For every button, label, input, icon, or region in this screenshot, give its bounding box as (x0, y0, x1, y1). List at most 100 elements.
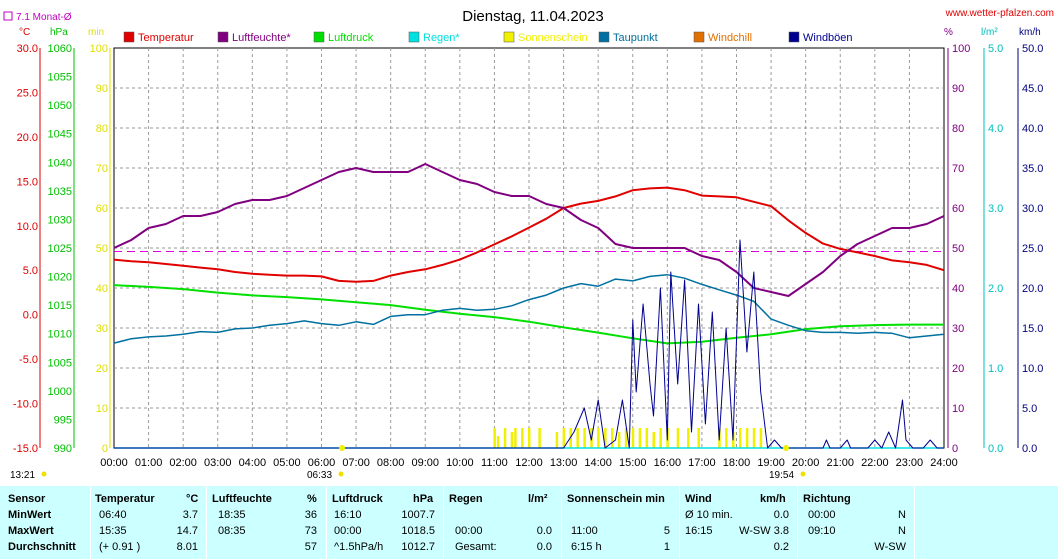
pct-tick-label: 20 (952, 363, 964, 375)
x-tick-label: 00:00 (100, 457, 128, 469)
hum-time: 18:35 (218, 509, 246, 521)
min-tick-label: 80 (96, 123, 108, 135)
rain-time: Gesamt: (455, 541, 497, 553)
weather-chart: Dienstag, 11.04.2023 www.wetter-pfalzen.… (3, 8, 1054, 481)
x-tick-label: 07:00 (342, 457, 370, 469)
sunrise-icon (339, 445, 345, 451)
press-value: 1007.7 (401, 509, 435, 521)
rain-value: 0.0 (536, 541, 552, 553)
legend-swatch (408, 31, 420, 43)
sun-value: 5 (663, 525, 670, 537)
sunshine-bar (496, 436, 500, 448)
lm2-tick-label: 2.0 (988, 283, 1003, 295)
sunshine-bar (659, 428, 662, 448)
hum-value: 57 (304, 541, 317, 553)
sunshine-bar (555, 432, 559, 448)
legend-label: Sonnenschein (518, 32, 588, 44)
hpa-tick-label: 990 (54, 443, 72, 455)
temp-tick-label: 0.0 (23, 310, 38, 322)
sunset-bottom-icon (800, 471, 806, 477)
dir-time: 00:00 (808, 509, 836, 521)
x-tick-label: 18:00 (723, 457, 751, 469)
sunshine-bar (514, 428, 517, 448)
row-label: MaxWert (8, 525, 54, 537)
min-tick-label: 40 (96, 283, 108, 295)
series-line (113, 163, 945, 297)
sunshine-bar (617, 432, 621, 448)
header-sensor: Sensor (8, 493, 46, 505)
x-tick-label: 19:00 (757, 457, 785, 469)
press-time: 00:00 (334, 525, 362, 537)
temp-tick-label: 15.0 (17, 176, 38, 188)
kmh-tick-label: 10.0 (1022, 363, 1043, 375)
legend-swatch (693, 31, 705, 43)
min-tick-label: 70 (96, 163, 108, 175)
x-tick-label: 12:00 (515, 457, 543, 469)
legend-label: Temperatur (138, 32, 194, 44)
legend-label: Regen* (423, 32, 460, 44)
kmh-tick-label: 25.0 (1022, 243, 1043, 255)
sunshine-bar (738, 428, 742, 448)
temp-time: (+ 0.91 ) (99, 541, 141, 553)
sunshine-bar (538, 428, 541, 448)
min-tick-label: 10 (96, 403, 108, 415)
header-sun: Sonnenschein min (567, 493, 665, 505)
sunshine-bar (645, 428, 649, 448)
unit-kmh: km/h (1019, 27, 1041, 38)
wind-time: Ø 10 min. (685, 509, 733, 521)
kmh-tick-label: 20.0 (1022, 283, 1043, 295)
legend: Temperatur Luftfeuchte* Luftdruck Regen* Son… (123, 31, 853, 44)
legend-swatch (503, 31, 515, 43)
dir-time: 09:10 (808, 525, 836, 537)
pct-tick-label: 0 (952, 443, 958, 455)
x-tick-label: 13:00 (550, 457, 578, 469)
x-tick-label: 06:00 (308, 457, 336, 469)
x-tick-label: 23:00 (896, 457, 924, 469)
header-dir: Richtung (803, 493, 851, 505)
min-tick-label: 0 (102, 443, 108, 455)
pct-tick-label: 70 (952, 163, 964, 175)
series-layer (113, 163, 945, 449)
series-line (113, 186, 945, 283)
rain-time: 00:00 (455, 525, 483, 537)
sunshine-bar (624, 428, 628, 448)
x-tick-label: 02:00 (169, 457, 197, 469)
legend-swatch (313, 31, 325, 43)
x-tick-label: 17:00 (688, 457, 716, 469)
hpa-tick-label: 1050 (48, 100, 72, 112)
x-tick-label: 20:00 (792, 457, 820, 469)
left-sun-icon (41, 471, 47, 477)
sunrise-bottom-icon (338, 471, 344, 477)
stats-table: Sensor Temperatur °C Luftfeuchte % Luftd… (0, 486, 1058, 559)
temp-tick-label: -15.0 (13, 443, 38, 455)
sun-time: 11:00 (571, 525, 598, 537)
hpa-tick-label: 1025 (48, 243, 72, 255)
hum-value: 36 (304, 509, 317, 521)
hpa-tick-label: 1040 (48, 157, 72, 169)
x-tick-label: 22:00 (861, 457, 889, 469)
dir-value: N (898, 509, 906, 521)
hpa-tick-label: 1045 (48, 129, 72, 141)
legend-label: Taupunkt (613, 32, 658, 44)
unit-lm2: l/m² (981, 27, 998, 38)
x-tick-label: 01:00 (135, 457, 163, 469)
min-tick-label: 50 (96, 243, 108, 255)
hum-time: 08:35 (218, 525, 246, 537)
lm2-tick-label: 3.0 (988, 203, 1003, 215)
pct-tick-label: 60 (952, 203, 964, 215)
header-press: Luftdruck (332, 493, 383, 505)
series-line (113, 273, 945, 344)
rain-value: 0.0 (536, 525, 552, 537)
header-press-unit: hPa (413, 493, 434, 505)
time-markers: 06:33 19:54 13:21 (10, 445, 806, 481)
sunrise-time: 06:33 (307, 470, 332, 481)
left-time: 13:21 (10, 470, 35, 481)
sunshine-bar (576, 428, 579, 448)
hpa-tick-label: 1055 (48, 72, 72, 84)
temp-tick-label: 20.0 (17, 132, 38, 144)
x-tick-label: 05:00 (273, 457, 301, 469)
legend-swatch (788, 31, 800, 43)
kmh-tick-label: 30.0 (1022, 203, 1043, 215)
temp-value: 8.01 (176, 541, 198, 553)
website-link[interactable]: www.wetter-pfalzen.com (945, 8, 1054, 19)
